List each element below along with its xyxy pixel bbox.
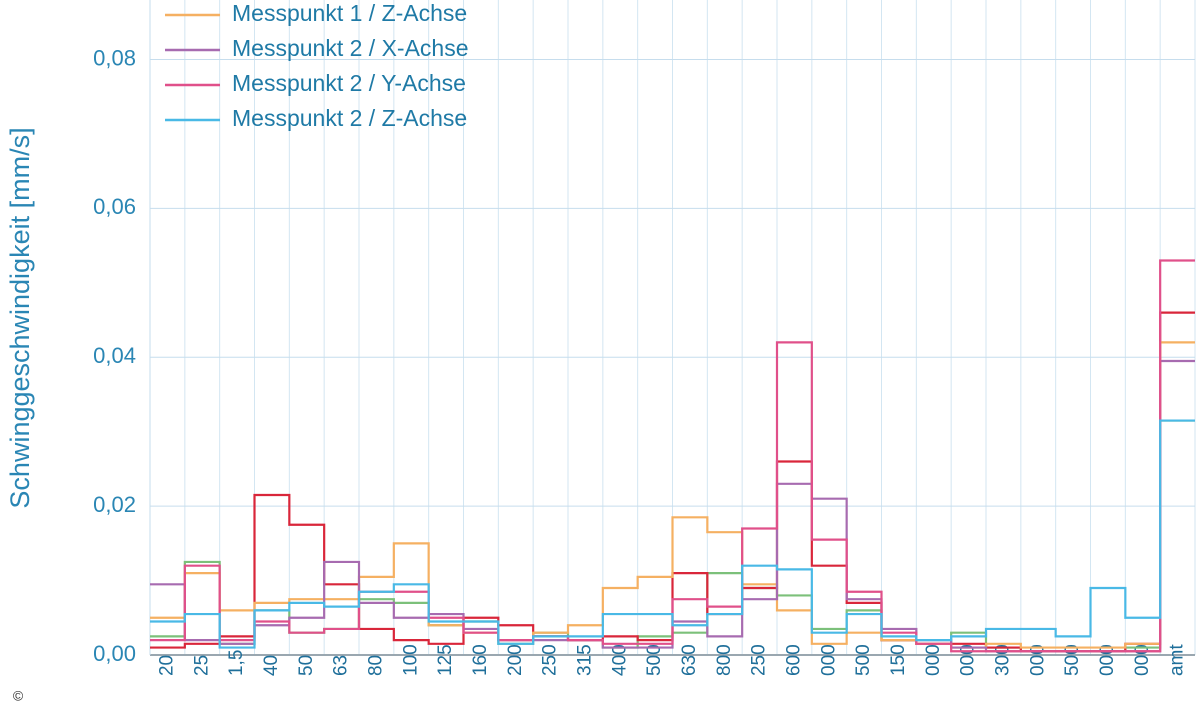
x-tick-label: 160 <box>470 644 491 676</box>
x-tick-label: 200 <box>505 644 526 676</box>
x-tick-label: 40 <box>261 655 282 676</box>
x-tick-label: 1,5 <box>226 650 247 676</box>
legend-label: Messpunkt 1 / Z-Achse <box>232 0 467 26</box>
x-tick-label: 000 <box>818 644 839 676</box>
x-tick-label: 125 <box>435 644 456 676</box>
x-tick-label: 000 <box>958 644 979 676</box>
x-tick-label: 100 <box>400 644 421 676</box>
y-tick-label: 0,06 <box>93 194 136 219</box>
series-line <box>150 259 1195 653</box>
legend-label: Messpunkt 2 / Y-Achse <box>232 70 466 96</box>
x-tick-label: 000 <box>1027 644 1048 676</box>
x-tick-label: 315 <box>574 644 595 676</box>
series-line <box>150 419 1195 649</box>
legend-label: Messpunkt 2 / X-Achse <box>232 35 469 61</box>
x-tick-label: 500 <box>644 644 665 676</box>
copyright: © <box>13 688 24 704</box>
x-tick-label: 150 <box>888 644 909 676</box>
x-tick-label: 000 <box>1097 644 1118 676</box>
y-tick-label: 0,08 <box>93 45 136 70</box>
series-line <box>150 359 1195 653</box>
y-tick-label: 0,04 <box>93 343 136 368</box>
x-tick-label: 000 <box>1132 644 1153 676</box>
x-tick-label: 20 <box>156 655 177 676</box>
x-tick-label: 50 <box>296 655 317 676</box>
y-tick-label: 0,00 <box>93 641 136 666</box>
x-tick-label: amt <box>1167 644 1188 676</box>
y-tick-label: 0,02 <box>93 492 136 517</box>
x-tick-label: 250 <box>540 644 561 676</box>
y-axis-label: Schwinggeschwindigkeit [mm/s] <box>5 127 35 508</box>
legend-label: Messpunkt 2 / Z-Achse <box>232 105 467 131</box>
x-tick-label: 600 <box>783 644 804 676</box>
x-tick-label: 63 <box>331 655 352 676</box>
x-tick-label: 25 <box>191 655 212 676</box>
x-tick-label: 400 <box>609 644 630 676</box>
x-tick-label: 500 <box>853 644 874 676</box>
x-tick-label: 500 <box>1062 644 1083 676</box>
x-tick-label: 300 <box>992 644 1013 676</box>
x-tick-label: 630 <box>679 644 700 676</box>
x-tick-label: 800 <box>714 644 735 676</box>
x-tick-label: 250 <box>749 644 770 676</box>
series-line <box>150 341 1195 649</box>
x-tick-label: 000 <box>923 644 944 676</box>
x-tick-label: 80 <box>365 655 386 676</box>
